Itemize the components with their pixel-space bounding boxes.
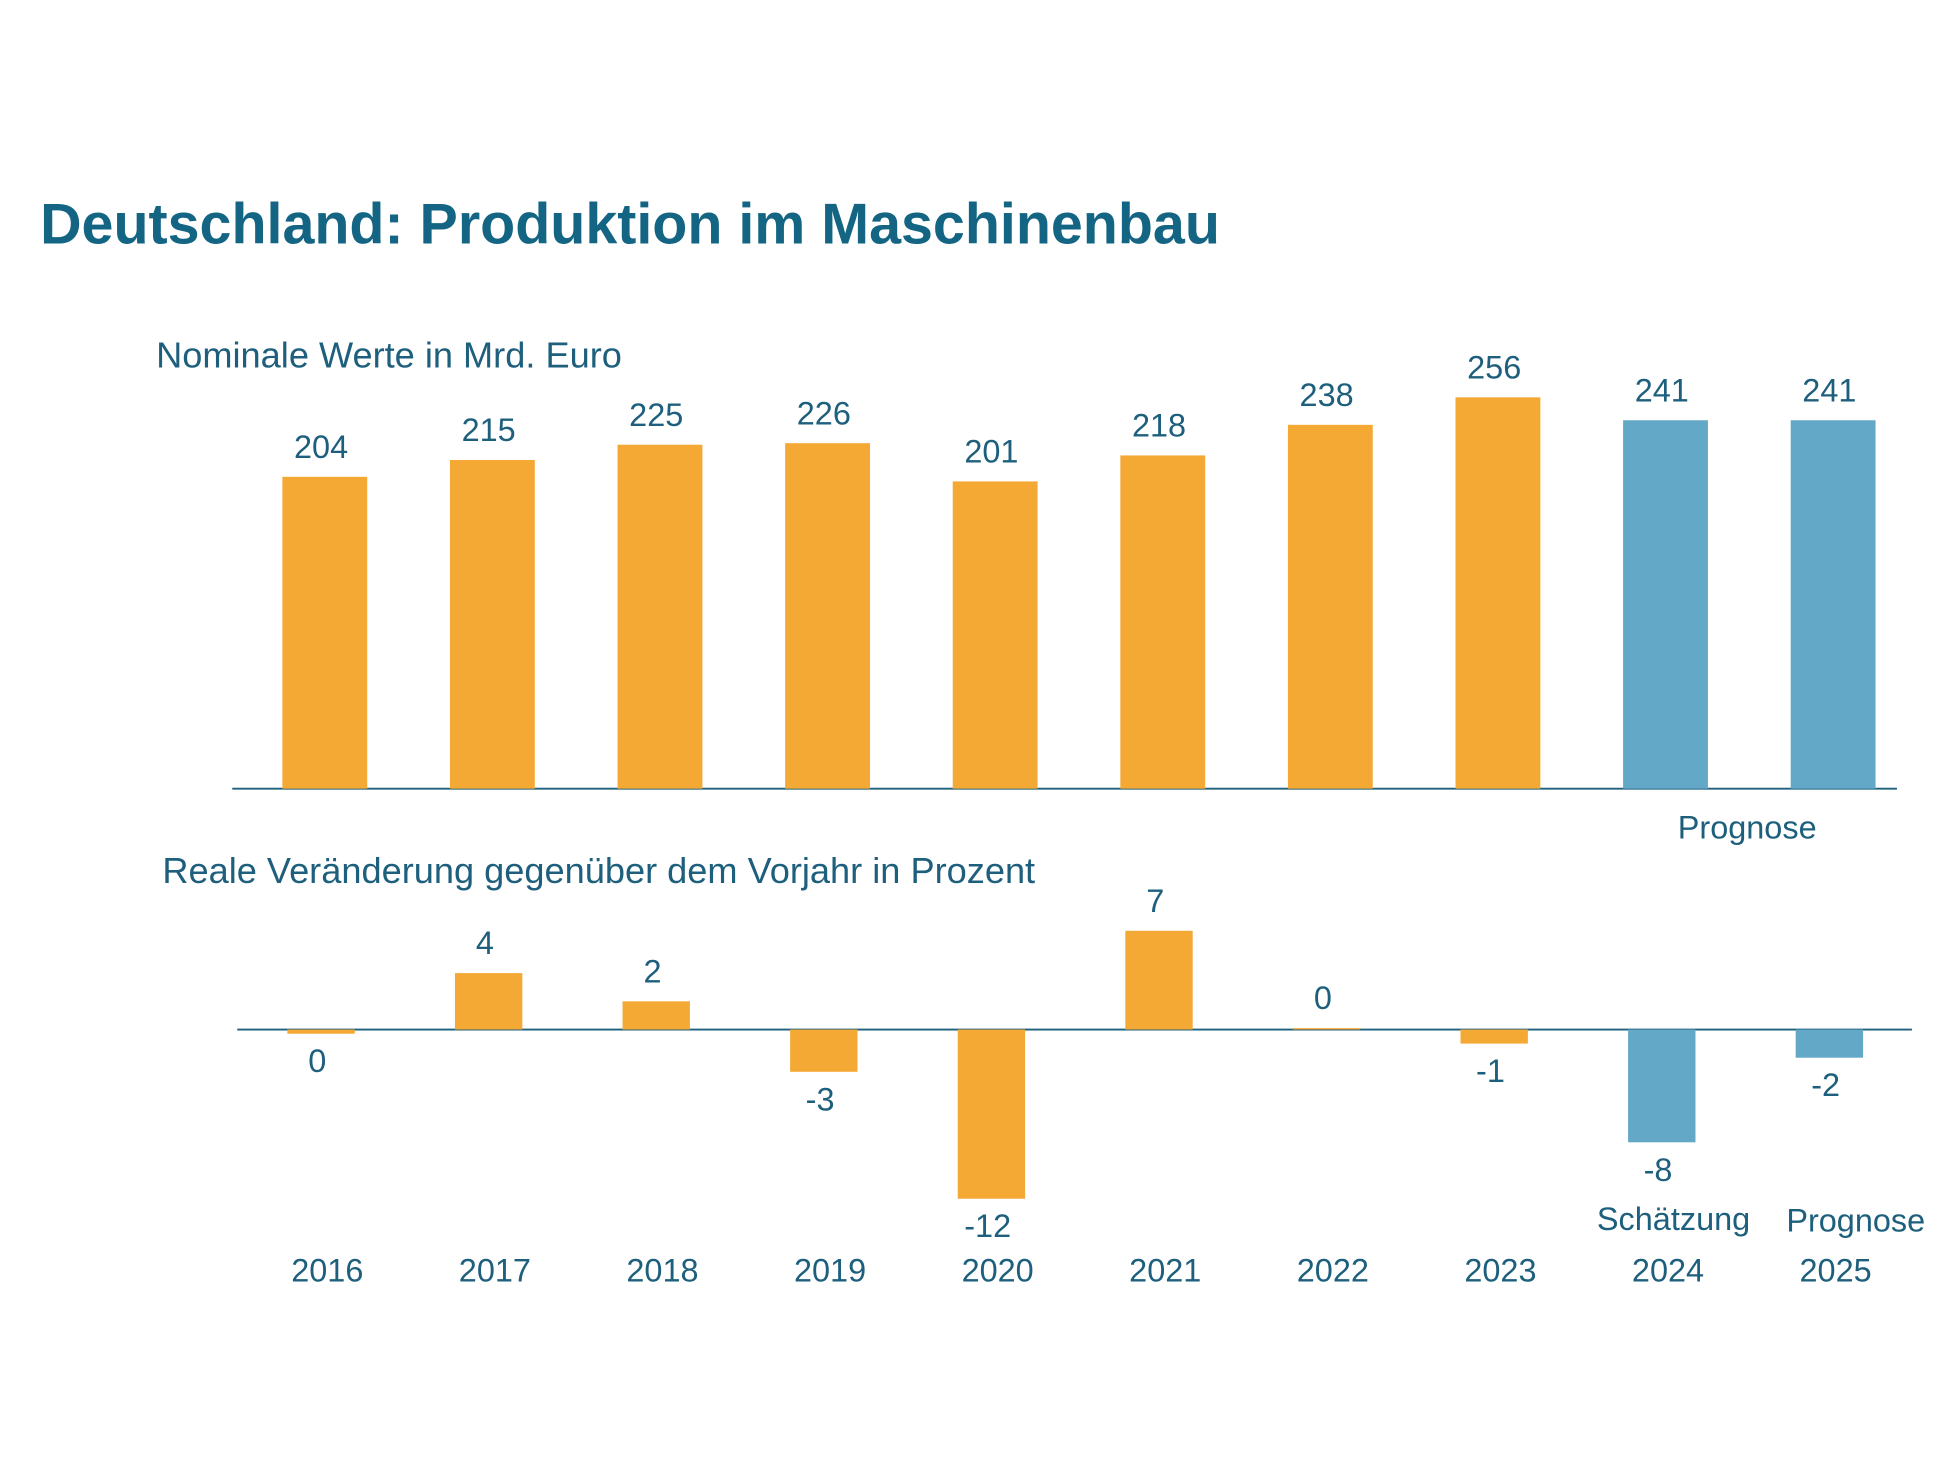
bar xyxy=(1287,424,1373,789)
bar xyxy=(785,443,870,789)
value-label: 238 xyxy=(1300,377,1354,413)
x-tick-label: 2023 xyxy=(1464,1252,1536,1288)
chart-title: Deutschland: Produktion im Maschinenbau xyxy=(40,193,1220,257)
bar xyxy=(282,476,368,789)
bar xyxy=(952,481,1038,789)
bar xyxy=(287,1029,355,1034)
value-label: 218 xyxy=(1132,408,1186,444)
value-label: -1 xyxy=(1476,1053,1505,1089)
bar xyxy=(1623,420,1708,789)
value-label: 241 xyxy=(1802,372,1856,408)
bar xyxy=(957,1029,1026,1199)
annotation: Prognose xyxy=(1786,1202,1925,1238)
value-label: 7 xyxy=(1146,883,1164,919)
bar xyxy=(1125,930,1193,1030)
x-tick-label: 2020 xyxy=(962,1252,1034,1288)
value-label: 226 xyxy=(797,395,851,431)
bar xyxy=(449,460,535,789)
bar xyxy=(1455,397,1541,789)
bar xyxy=(454,973,523,1030)
x-tick-label: 2019 xyxy=(794,1252,866,1288)
value-label: 4 xyxy=(476,925,494,961)
bar xyxy=(617,444,703,789)
x-tick-label: 2024 xyxy=(1632,1252,1704,1288)
value-label: 225 xyxy=(629,397,683,433)
value-label: -12 xyxy=(964,1208,1011,1244)
x-tick-label: 2021 xyxy=(1129,1252,1201,1288)
x-tick-label: 2016 xyxy=(291,1252,363,1288)
bar xyxy=(790,1029,858,1072)
bar xyxy=(1628,1029,1696,1143)
value-label: 0 xyxy=(1314,980,1332,1016)
x-tick-label: 2017 xyxy=(459,1252,531,1288)
x-tick-label: 2018 xyxy=(626,1252,698,1288)
value-label: 241 xyxy=(1635,372,1689,408)
annotation: Prognose xyxy=(1678,809,1817,845)
bar xyxy=(1790,420,1876,789)
bar xyxy=(1795,1029,1864,1058)
bar xyxy=(622,1001,690,1030)
value-label: 2 xyxy=(643,953,661,989)
x-tick-label: 2022 xyxy=(1297,1252,1369,1288)
value-label: 0 xyxy=(308,1043,326,1079)
value-label: -8 xyxy=(1644,1152,1673,1188)
value-label: 256 xyxy=(1467,349,1521,385)
x-tick-label: 2025 xyxy=(1800,1252,1872,1288)
bar xyxy=(1292,1028,1361,1030)
chart-subtitle: Nominale Werte in Mrd. Euro xyxy=(156,335,622,376)
value-label: 201 xyxy=(964,434,1018,470)
bar xyxy=(1120,455,1206,789)
value-label: 215 xyxy=(462,412,516,448)
bar xyxy=(1460,1029,1528,1044)
value-label: 204 xyxy=(294,429,348,465)
value-label: -2 xyxy=(1811,1067,1840,1103)
chart-subtitle: Reale Veränderung gegenüber dem Vorjahr … xyxy=(162,850,1035,891)
annotation: Schätzung xyxy=(1597,1201,1750,1237)
value-label: -3 xyxy=(806,1081,835,1117)
